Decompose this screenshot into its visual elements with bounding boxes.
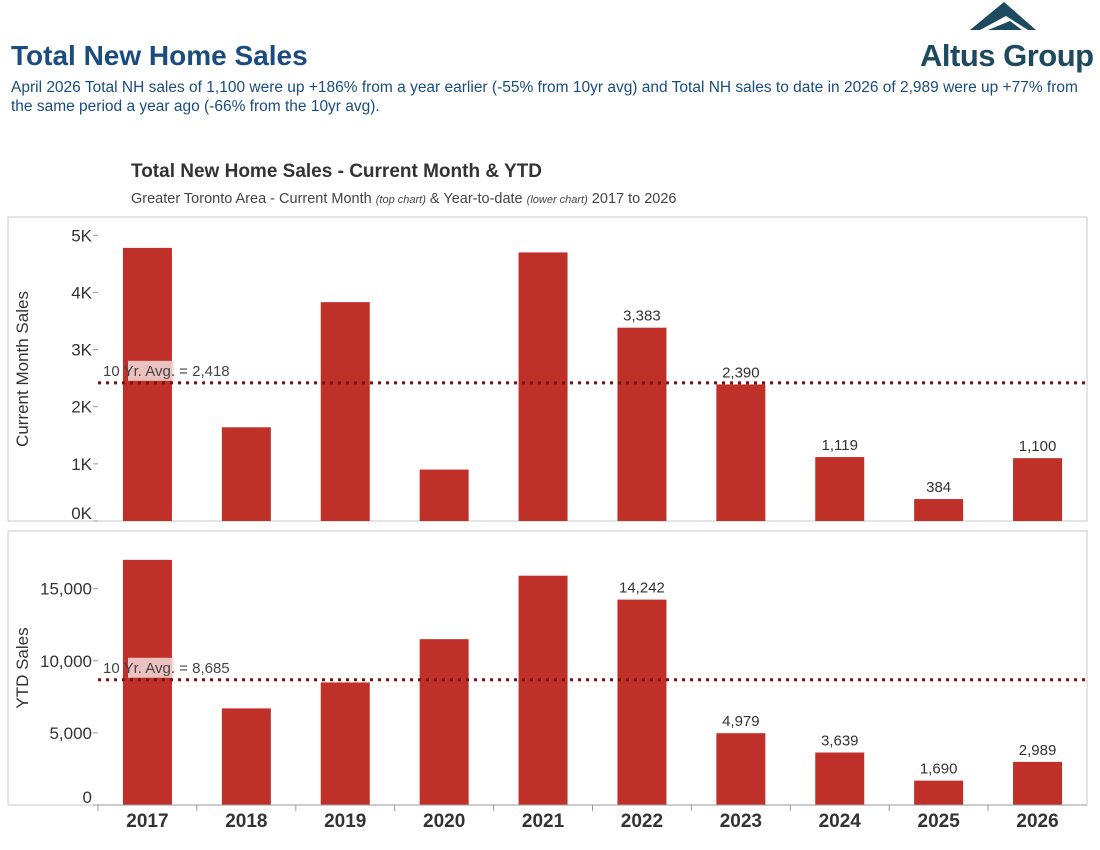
- subtitle-part1: Greater Toronto Area - Current Month: [131, 191, 376, 207]
- x-tick-label-2021: 2021: [522, 811, 565, 832]
- subtitle-part2: & Year-to-date: [425, 191, 527, 207]
- current-month-y-tick-label: 3K: [71, 341, 92, 360]
- current-month-bar-2020: [419, 469, 469, 521]
- subtitle-note-lower: (lower chart): [526, 194, 588, 206]
- current-month-ten-year-average-label: 10 Yr. Avg. = 2,418: [103, 363, 230, 380]
- subtitle-note-top: (top chart): [375, 194, 426, 206]
- ytd-y-tick-label: 10,000: [40, 652, 92, 671]
- ytd-data-label-2026: 2,989: [1019, 742, 1057, 759]
- x-tick-label-2020: 2020: [423, 811, 465, 832]
- current-month-ten-year-average-label-bg: [128, 360, 174, 381]
- ytd-y-tick-label: 15,000: [40, 580, 92, 599]
- ytd-data-label-2025: 1,690: [920, 761, 958, 778]
- current-month-y-tick-label: 5K: [71, 226, 92, 245]
- ytd-bar-2022: [617, 599, 667, 805]
- current-month-data-label-2023: 2,390: [722, 364, 760, 381]
- ytd-y-tick-label: 0: [83, 788, 92, 807]
- x-tick-label-2023: 2023: [720, 811, 762, 832]
- x-tick-label-2019: 2019: [324, 811, 366, 832]
- chart-subtitle: Greater Toronto Area - Current Month (to…: [131, 191, 676, 207]
- ytd-bar-2026: [1013, 761, 1063, 805]
- page-summary: April 2026 Total NH sales of 1,100 were …: [11, 79, 1078, 115]
- ytd-data-label-2023: 4,979: [722, 713, 760, 730]
- ytd-bar-2023: [716, 733, 766, 805]
- chart-title: Total New Home Sales - Current Month & Y…: [131, 161, 543, 182]
- ytd-y-axis-label: YTD Sales: [13, 627, 32, 708]
- x-tick-label-2018: 2018: [225, 811, 267, 832]
- ytd-y-tick-label: 5,000: [49, 724, 92, 743]
- current-month-bar-2024: [815, 457, 865, 521]
- x-tick-label-2024: 2024: [819, 811, 862, 832]
- current-month-y-tick-label: 2K: [71, 398, 92, 417]
- ytd-bar-2019: [320, 682, 370, 805]
- x-tick-label-2025: 2025: [918, 811, 961, 832]
- current-month-bar-2026: [1013, 458, 1063, 521]
- ytd-data-label-2022: 14,242: [619, 580, 665, 597]
- current-month-y-tick-label: 4K: [71, 283, 92, 302]
- ytd-bar-2017: [122, 559, 172, 805]
- current-month-bar-2023: [716, 384, 766, 521]
- ytd-bar-2020: [419, 639, 469, 805]
- x-tick-label-2026: 2026: [1016, 811, 1058, 832]
- ytd-bar-2018: [221, 708, 271, 805]
- subtitle-part3: 2017 to 2026: [587, 191, 677, 207]
- current-month-bar-2022: [617, 327, 667, 521]
- current-month-data-label-2026: 1,100: [1019, 438, 1057, 455]
- page-title: Total New Home Sales: [11, 40, 308, 71]
- altus-group-logo: Altus Group: [918, 2, 1094, 74]
- x-tick-label-2022: 2022: [621, 811, 663, 832]
- logo-text: Altus Group: [920, 38, 1094, 73]
- ytd-bar-2021: [518, 575, 568, 805]
- ytd-bar-2024: [815, 752, 865, 805]
- current-month-data-label-2024: 1,119: [822, 437, 858, 454]
- current-month-y-tick-label: 0K: [71, 504, 92, 523]
- ytd-bar-2025: [914, 780, 964, 805]
- ytd-data-label-2024: 3,639: [821, 733, 859, 750]
- current-month-data-label-2022: 3,383: [623, 308, 661, 325]
- ytd-ten-year-average-label: 10 Yr. Avg. = 8,685: [103, 660, 230, 677]
- x-tick-label-2017: 2017: [126, 811, 168, 832]
- ytd-ten-year-average-label-bg: [128, 657, 174, 678]
- current-month-data-label-2025: 384: [926, 479, 951, 496]
- current-month-y-tick-label: 1K: [71, 455, 92, 474]
- current-month-bar-2019: [320, 302, 370, 521]
- altus-mountain-icon: [970, 2, 1036, 30]
- current-month-y-axis-label: Current Month Sales: [13, 291, 32, 447]
- current-month-bar-2021: [518, 252, 568, 521]
- current-month-bar-2025: [914, 499, 964, 521]
- current-month-bar-2018: [221, 427, 271, 521]
- current-month-bar-2017: [122, 247, 172, 521]
